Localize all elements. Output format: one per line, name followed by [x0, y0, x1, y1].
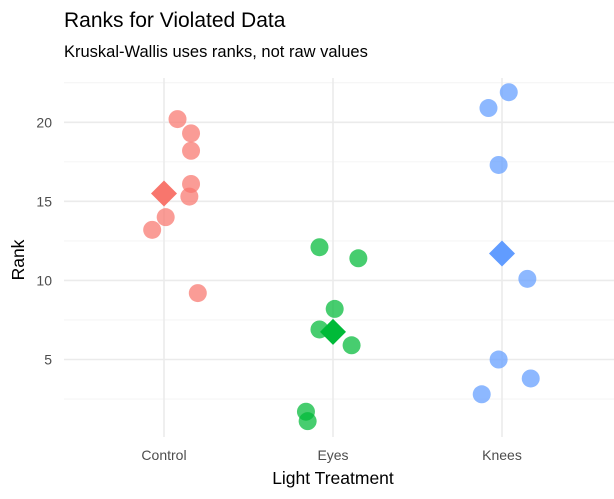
- chart-subtitle: Kruskal-Wallis uses ranks, not raw value…: [64, 43, 368, 61]
- rank-point-control: [182, 141, 201, 160]
- group-mean-markers: [151, 180, 515, 345]
- mean-diamond-eyes: [320, 318, 346, 345]
- rank-point-knees: [518, 269, 537, 288]
- x-axis-tick-labels: Control Eyes Knees: [141, 447, 521, 463]
- rank-point-knees: [499, 83, 518, 102]
- panel-grid: [64, 78, 614, 437]
- y-axis-tick-labels: 5 10 15 20: [36, 114, 52, 367]
- y-tick-label: 5: [44, 352, 52, 368]
- rank-point-eyes: [325, 299, 344, 318]
- rank-point-control: [168, 110, 187, 129]
- rank-point-control: [156, 208, 175, 227]
- rank-point-control: [180, 187, 199, 206]
- y-axis-title: Rank: [8, 239, 28, 280]
- rank-point-knees: [489, 155, 508, 174]
- x-tick-label: Eyes: [317, 447, 348, 463]
- rank-point-knees: [521, 369, 540, 388]
- rank-point-knees: [479, 99, 498, 118]
- mean-diamond-knees: [489, 240, 515, 267]
- rank-point-eyes: [298, 412, 317, 431]
- mean-diamond-control: [151, 180, 177, 207]
- x-tick-label: Control: [141, 447, 186, 463]
- rank-points: [143, 83, 540, 431]
- rank-point-eyes: [342, 336, 361, 355]
- rank-point-knees: [472, 385, 491, 404]
- x-tick-label: Knees: [482, 447, 522, 463]
- y-tick-label: 10: [36, 272, 52, 288]
- rank-point-eyes: [310, 238, 329, 257]
- x-axis-title: Light Treatment: [272, 468, 394, 488]
- y-tick-label: 20: [36, 114, 52, 130]
- rank-point-control: [143, 220, 162, 239]
- rank-point-control: [188, 284, 207, 303]
- rank-point-knees: [489, 350, 508, 369]
- chart-title: Ranks for Violated Data: [64, 9, 286, 32]
- rank-point-eyes: [349, 249, 368, 268]
- y-tick-label: 15: [36, 193, 52, 209]
- rank-point-control: [182, 124, 201, 143]
